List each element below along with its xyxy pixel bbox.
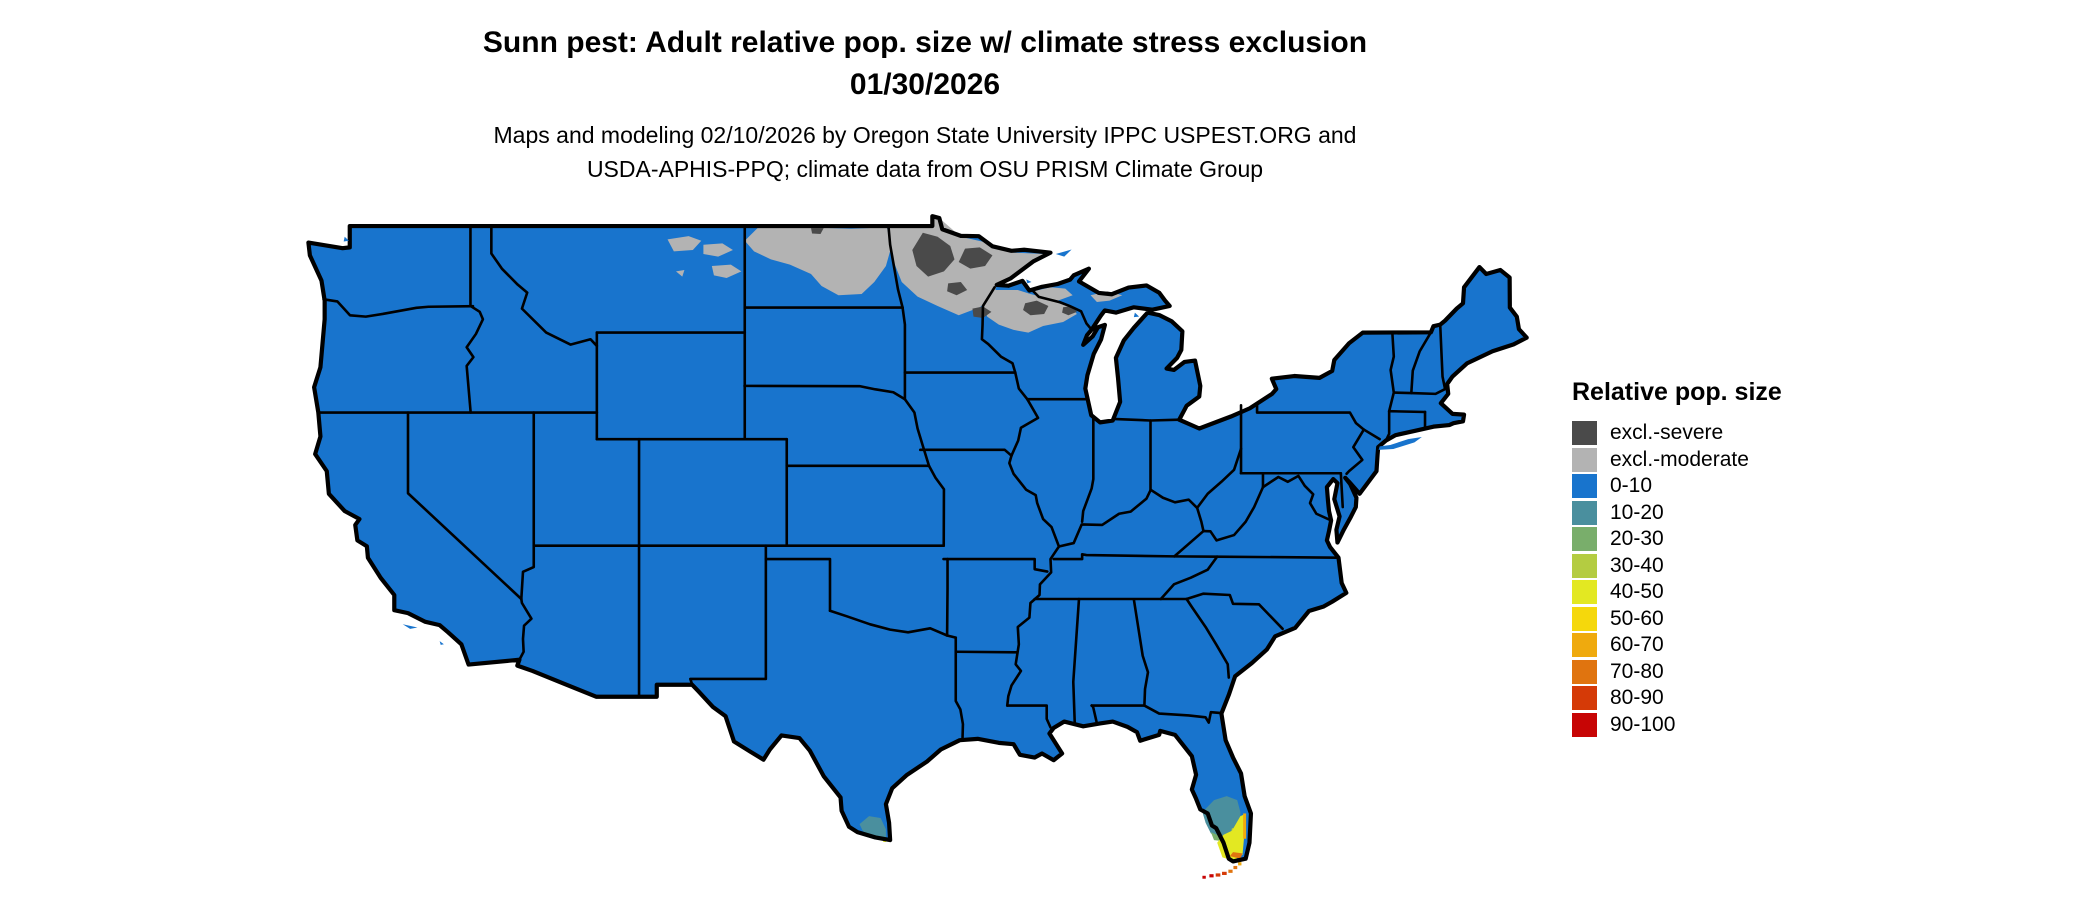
- us-land: [308, 216, 1526, 861]
- map-title-line1: Sunn pest: Adult relative pop. size w/ c…: [0, 22, 1850, 64]
- legend-entry: excl.-moderate: [1572, 448, 1782, 472]
- legend-swatch-excl-moderate: [1572, 448, 1597, 472]
- legend-swatch-20-30: [1572, 527, 1597, 551]
- legend-entry: 70-80: [1572, 660, 1782, 684]
- legend-swatch-30-40: [1572, 554, 1597, 578]
- legend-label: 10-20: [1610, 501, 1664, 525]
- florida-keys-dot-2: [1209, 874, 1213, 877]
- channel-islands: [403, 624, 418, 629]
- map-subtitle-line2: USDA-APHIS-PPQ; climate data from OSU PR…: [0, 152, 1850, 186]
- legend-swatch-50-60: [1572, 607, 1597, 631]
- legend-swatch-90-100: [1572, 713, 1597, 737]
- legend-label: 70-80: [1610, 660, 1664, 684]
- catalina-island: [440, 641, 444, 645]
- legend-entry: 50-60: [1572, 607, 1782, 631]
- florida-keys-dot-3: [1216, 873, 1221, 876]
- legend-entry: 80-90: [1572, 686, 1782, 710]
- legend-label: 20-30: [1610, 527, 1664, 551]
- legend-label: 40-50: [1610, 580, 1664, 604]
- legend-label: 80-90: [1610, 686, 1664, 710]
- subtitle-block: Maps and modeling 02/10/2026 by Oregon S…: [0, 118, 1850, 186]
- legend-label: excl.-moderate: [1610, 448, 1749, 472]
- legend-swatch-0-10: [1572, 474, 1597, 498]
- florida-keys-dot-7: [1238, 862, 1241, 865]
- border-ar-la: [956, 652, 1017, 653]
- map-title-date: 01/30/2026: [0, 64, 1850, 106]
- legend-label: 0-10: [1610, 474, 1652, 498]
- legend-swatch-80-90: [1572, 686, 1597, 710]
- legend-label: 90-100: [1610, 713, 1675, 737]
- border-ma-south: [1389, 411, 1425, 412]
- legend-swatch-10-20: [1572, 501, 1597, 525]
- legend-label: excl.-severe: [1610, 421, 1723, 445]
- florida-keys-dot-1: [1202, 876, 1205, 879]
- legend-entry: excl.-severe: [1572, 421, 1782, 445]
- legend-label: 60-70: [1610, 633, 1664, 657]
- legend-label: 30-40: [1610, 554, 1664, 578]
- legend-title: Relative pop. size: [1572, 378, 1782, 407]
- legend-entry: 20-30: [1572, 527, 1782, 551]
- map-subtitle-line1: Maps and modeling 02/10/2026 by Oregon S…: [0, 118, 1850, 152]
- title-block: Sunn pest: Adult relative pop. size w/ c…: [0, 22, 1850, 106]
- florida-keys-dot-6: [1233, 866, 1237, 869]
- legend-label: 50-60: [1610, 607, 1664, 631]
- legend-entry: 10-20: [1572, 501, 1782, 525]
- florida-keys-dot-4: [1222, 872, 1227, 875]
- legend-entry: 30-40: [1572, 554, 1782, 578]
- legend-swatch-excl-severe: [1572, 421, 1597, 445]
- legend-swatch-70-80: [1572, 660, 1597, 684]
- legend-entry: 0-10: [1572, 474, 1782, 498]
- florida-keys-dot-5: [1228, 870, 1232, 873]
- legend-swatch-40-50: [1572, 580, 1597, 604]
- legend-entry: 90-100: [1572, 713, 1782, 737]
- beaver-island: [1134, 313, 1139, 318]
- legend-entry: 40-50: [1572, 580, 1782, 604]
- border-mi-south: [1113, 419, 1179, 421]
- apostle-islands: [1026, 279, 1031, 283]
- legend-entry: 60-70: [1572, 633, 1782, 657]
- florida-60-70-coast-strip: [1243, 813, 1246, 838]
- isle-royale: [1056, 249, 1072, 256]
- legend-swatch-60-70: [1572, 633, 1597, 657]
- legend: Relative pop. size excl.-severe excl.-mo…: [1572, 378, 1782, 739]
